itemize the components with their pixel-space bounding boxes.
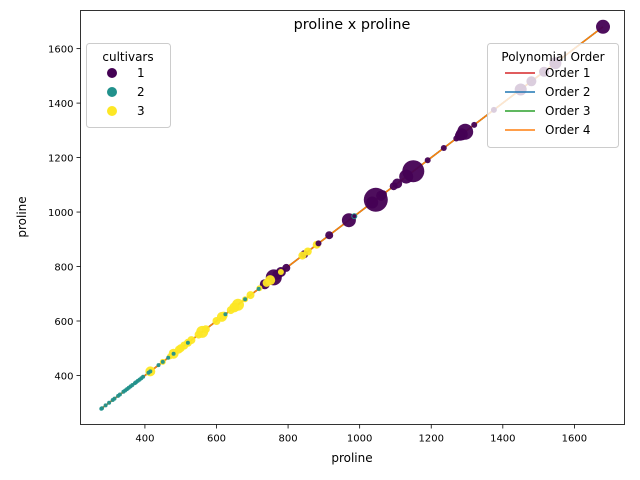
polynomial-order-legend-entries: Order 1 Order 2 Order 3 Order 4 (505, 66, 591, 137)
y-tick-label: 1400 (48, 99, 73, 110)
legend-label-order-3: Order 3 (545, 104, 591, 118)
data-point-cultivar-3 (226, 306, 235, 315)
x-tick-label: 1600 (562, 434, 587, 445)
data-point-cultivar-2 (107, 400, 112, 405)
legend-label-cultivar-1: 1 (137, 66, 145, 80)
axes-frame (80, 10, 625, 425)
legend-label-cultivar-3: 3 (137, 104, 145, 118)
data-point-cultivar-2 (223, 312, 228, 317)
x-tick-label: 1400 (490, 434, 515, 445)
data-point-cultivar-3 (298, 251, 307, 260)
cultivars-legend-box (86, 43, 171, 128)
data-point-cultivar-2 (121, 389, 126, 394)
data-point-cultivar-2 (116, 393, 121, 398)
cultivars-legend: cultivars 1 2 3 (86, 43, 171, 128)
y-tick-label: 400 (54, 371, 73, 382)
x-tick-label: 600 (207, 434, 226, 445)
data-point-cultivar-3 (246, 291, 255, 300)
y-axis-label: proline (15, 196, 29, 237)
x-axis-label: proline (331, 451, 372, 465)
cultivars-legend-entries: 1 2 3 (107, 66, 145, 118)
polynomial-order-legend-box (487, 43, 619, 148)
data-point-cultivar-1 (389, 182, 398, 191)
legend-label-order-2: Order 2 (545, 85, 591, 99)
legend-marker-cultivar-3 (107, 106, 117, 116)
data-point-cultivar-2 (103, 403, 108, 408)
y-tick-label: 1000 (48, 208, 73, 219)
data-point-cultivar-1 (471, 121, 478, 128)
data-point-cultivar-3 (174, 345, 183, 354)
data-point-cultivar-1 (453, 135, 460, 142)
data-point-cultivar-2 (110, 398, 115, 402)
data-point-cultivar-2 (146, 370, 151, 375)
data-point-cultivar-3 (194, 330, 203, 339)
data-point-cultivar-1 (366, 196, 379, 209)
y-tick-label: 800 (54, 263, 73, 274)
cultivars-legend-title: cultivars (102, 50, 153, 64)
data-point-cultivar-2 (160, 359, 165, 364)
x-tick-label: 1000 (347, 434, 372, 445)
data-point-cultivar-1 (352, 214, 357, 219)
data-point-cultivar-1 (596, 19, 610, 34)
y-tick-label: 1200 (48, 154, 73, 165)
data-point-cultivar-1 (424, 157, 431, 164)
legend-marker-cultivar-1 (107, 68, 117, 78)
x-tick-label: 800 (279, 434, 298, 445)
y-tick-label: 1600 (48, 45, 73, 56)
data-point-cultivar-2 (166, 355, 171, 360)
y-tick-label: 600 (54, 317, 73, 328)
legend-label-cultivar-2: 2 (137, 85, 145, 99)
data-point-cultivar-2 (99, 406, 104, 411)
plot-area (99, 19, 610, 411)
polynomial-order-legend-title: Polynomial Order (501, 50, 604, 64)
x-tick-label: 1200 (419, 434, 444, 445)
legend-marker-cultivar-2 (107, 87, 117, 97)
data-point-cultivar-3 (212, 317, 221, 325)
data-point-cultivar-3 (277, 269, 284, 275)
data-point-cultivar-3 (201, 325, 210, 334)
data-point-cultivar-1 (315, 240, 322, 247)
y-axis-ticks: 400 600 800 1000 1200 1400 1600 (48, 45, 81, 382)
data-point-cultivar-1 (440, 145, 447, 151)
data-point-cultivar-1 (282, 263, 291, 272)
data-points-layer (99, 19, 610, 411)
legend-label-order-4: Order 4 (545, 123, 591, 137)
x-axis-ticks: 400 600 800 1000 1200 1400 1600 (135, 424, 587, 445)
chart-title: proline x proline (294, 17, 411, 33)
data-point-cultivar-2 (256, 286, 261, 291)
data-point-cultivar-2 (243, 297, 248, 302)
data-point-cultivar-2 (171, 351, 176, 356)
data-point-cultivar-1 (325, 231, 334, 240)
data-point-cultivar-2 (156, 363, 161, 368)
legend-label-order-1: Order 1 (545, 66, 591, 80)
data-point-cultivar-1 (399, 169, 414, 184)
x-tick-label: 400 (135, 434, 154, 445)
data-point-cultivar-2 (185, 340, 190, 345)
data-point-cultivar-1 (378, 190, 387, 199)
data-point-cultivar-3 (262, 278, 271, 287)
